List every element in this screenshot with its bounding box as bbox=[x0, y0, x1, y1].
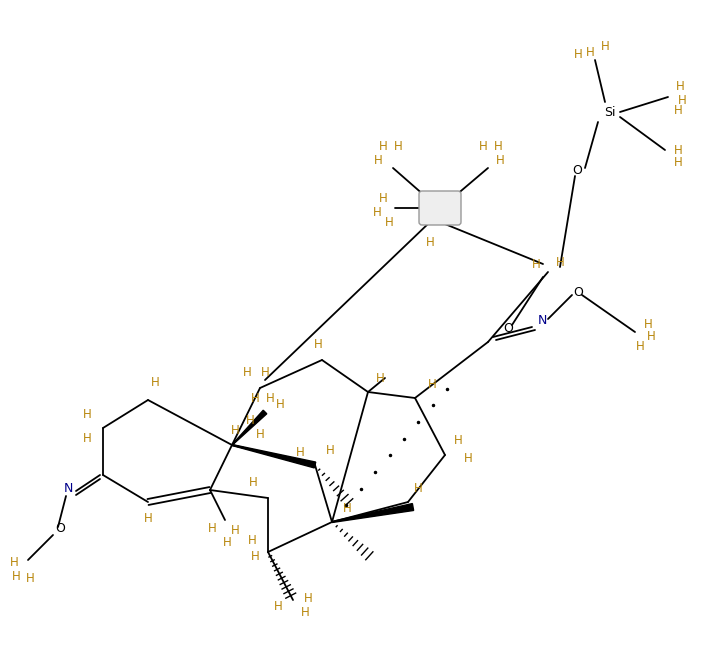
Text: H: H bbox=[342, 501, 351, 515]
Text: H: H bbox=[379, 192, 387, 204]
Text: H: H bbox=[208, 521, 217, 534]
Text: H: H bbox=[326, 444, 334, 458]
Text: H: H bbox=[301, 605, 310, 618]
Text: H: H bbox=[376, 372, 385, 384]
Text: H: H bbox=[574, 48, 582, 60]
Text: H: H bbox=[646, 331, 655, 343]
Text: H: H bbox=[675, 81, 684, 93]
Text: H: H bbox=[586, 46, 595, 58]
Text: O: O bbox=[503, 321, 513, 335]
Text: O: O bbox=[572, 163, 582, 177]
Text: H: H bbox=[555, 255, 564, 269]
Text: H: H bbox=[674, 144, 683, 157]
Text: H: H bbox=[496, 153, 505, 167]
Text: H: H bbox=[379, 140, 387, 153]
Text: Si: Si bbox=[604, 106, 616, 118]
Text: H: H bbox=[454, 433, 462, 446]
Text: H: H bbox=[248, 534, 257, 546]
Text: H: H bbox=[601, 40, 609, 54]
Text: H: H bbox=[531, 257, 540, 271]
Text: N: N bbox=[537, 314, 547, 327]
Text: H: H bbox=[494, 140, 502, 153]
Text: H: H bbox=[222, 536, 231, 548]
Text: H: H bbox=[9, 556, 18, 569]
Text: O: O bbox=[573, 286, 583, 300]
Text: H: H bbox=[393, 140, 402, 153]
Text: H: H bbox=[296, 446, 305, 458]
Text: H: H bbox=[373, 206, 382, 220]
Text: H: H bbox=[374, 153, 382, 167]
Text: H: H bbox=[243, 366, 252, 378]
Text: H: H bbox=[678, 93, 686, 106]
Text: H: H bbox=[230, 423, 239, 437]
Text: H: H bbox=[385, 216, 393, 230]
Text: H: H bbox=[144, 511, 153, 525]
Text: H: H bbox=[83, 409, 92, 421]
Text: H: H bbox=[635, 341, 644, 353]
Text: H: H bbox=[273, 599, 282, 612]
Polygon shape bbox=[332, 503, 414, 523]
Text: O: O bbox=[55, 523, 65, 536]
Polygon shape bbox=[232, 444, 316, 468]
Text: H: H bbox=[427, 378, 436, 392]
Text: H: H bbox=[478, 140, 487, 153]
Text: H: H bbox=[251, 550, 260, 562]
FancyBboxPatch shape bbox=[419, 191, 461, 225]
Text: H: H bbox=[83, 431, 92, 444]
Text: H: H bbox=[150, 376, 159, 390]
Text: H: H bbox=[304, 591, 313, 605]
Text: H: H bbox=[265, 392, 274, 405]
Text: H: H bbox=[414, 482, 422, 495]
Text: H: H bbox=[674, 103, 683, 116]
Text: N: N bbox=[63, 482, 73, 495]
Text: H: H bbox=[251, 392, 260, 405]
Text: H: H bbox=[313, 339, 322, 351]
Text: H: H bbox=[249, 476, 257, 489]
Polygon shape bbox=[232, 410, 267, 445]
Text: H: H bbox=[260, 366, 270, 380]
Text: H: H bbox=[230, 523, 239, 536]
Text: H: H bbox=[425, 237, 434, 249]
Text: H: H bbox=[256, 429, 265, 442]
Text: H: H bbox=[246, 413, 254, 427]
Text: H: H bbox=[276, 398, 284, 411]
Text: H: H bbox=[674, 155, 683, 169]
Text: H: H bbox=[12, 569, 20, 583]
Text: Si: Si bbox=[434, 202, 446, 214]
Text: H: H bbox=[643, 317, 652, 331]
Text: H: H bbox=[464, 452, 473, 464]
Text: H: H bbox=[25, 571, 34, 585]
